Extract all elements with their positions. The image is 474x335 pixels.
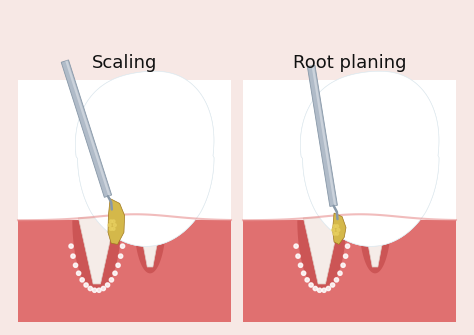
Circle shape xyxy=(97,288,101,292)
Circle shape xyxy=(112,220,115,223)
Circle shape xyxy=(346,244,350,248)
Circle shape xyxy=(109,227,112,230)
Circle shape xyxy=(336,225,338,228)
FancyBboxPatch shape xyxy=(243,80,456,322)
Circle shape xyxy=(305,278,310,282)
Polygon shape xyxy=(359,220,391,273)
Polygon shape xyxy=(108,199,125,245)
Circle shape xyxy=(71,254,75,258)
Circle shape xyxy=(120,244,125,248)
Text: Scaling: Scaling xyxy=(92,54,157,72)
Circle shape xyxy=(88,286,92,291)
Circle shape xyxy=(333,225,336,228)
Ellipse shape xyxy=(322,220,375,240)
Circle shape xyxy=(105,283,109,287)
Polygon shape xyxy=(134,220,166,273)
Polygon shape xyxy=(243,220,456,322)
Polygon shape xyxy=(297,220,346,293)
Circle shape xyxy=(299,263,303,267)
Circle shape xyxy=(69,244,73,248)
Ellipse shape xyxy=(318,110,390,197)
Circle shape xyxy=(301,271,306,275)
Circle shape xyxy=(326,286,330,291)
Polygon shape xyxy=(363,218,387,267)
Circle shape xyxy=(76,271,81,275)
Circle shape xyxy=(338,271,342,275)
Polygon shape xyxy=(301,71,439,246)
Polygon shape xyxy=(73,220,121,293)
Circle shape xyxy=(109,220,112,223)
Circle shape xyxy=(112,227,115,230)
FancyBboxPatch shape xyxy=(18,80,231,322)
Circle shape xyxy=(84,283,88,287)
Polygon shape xyxy=(65,60,110,196)
Circle shape xyxy=(109,278,114,282)
Circle shape xyxy=(333,232,336,235)
Polygon shape xyxy=(75,71,214,246)
Circle shape xyxy=(73,263,78,267)
Circle shape xyxy=(294,244,298,248)
Circle shape xyxy=(309,283,313,287)
Circle shape xyxy=(336,232,338,235)
Circle shape xyxy=(337,228,340,231)
Circle shape xyxy=(334,278,338,282)
Circle shape xyxy=(344,254,348,258)
Circle shape xyxy=(318,288,322,292)
Polygon shape xyxy=(78,218,115,284)
Circle shape xyxy=(118,254,123,258)
Circle shape xyxy=(92,288,97,292)
Polygon shape xyxy=(18,220,231,322)
Circle shape xyxy=(80,278,84,282)
Circle shape xyxy=(113,271,117,275)
Circle shape xyxy=(330,283,335,287)
Ellipse shape xyxy=(97,220,150,240)
Polygon shape xyxy=(307,65,337,206)
Circle shape xyxy=(101,286,106,291)
Polygon shape xyxy=(311,66,336,206)
Circle shape xyxy=(332,228,335,231)
Circle shape xyxy=(296,254,300,258)
Polygon shape xyxy=(303,218,340,284)
Ellipse shape xyxy=(93,110,164,197)
Polygon shape xyxy=(75,71,214,246)
Circle shape xyxy=(322,288,326,292)
Polygon shape xyxy=(333,213,346,245)
Polygon shape xyxy=(61,60,112,197)
Text: Root planing: Root planing xyxy=(293,54,406,72)
Polygon shape xyxy=(138,218,162,267)
Circle shape xyxy=(113,224,116,226)
Polygon shape xyxy=(301,71,439,246)
Circle shape xyxy=(313,286,318,291)
Circle shape xyxy=(116,263,120,267)
Circle shape xyxy=(341,263,345,267)
Circle shape xyxy=(108,224,111,226)
